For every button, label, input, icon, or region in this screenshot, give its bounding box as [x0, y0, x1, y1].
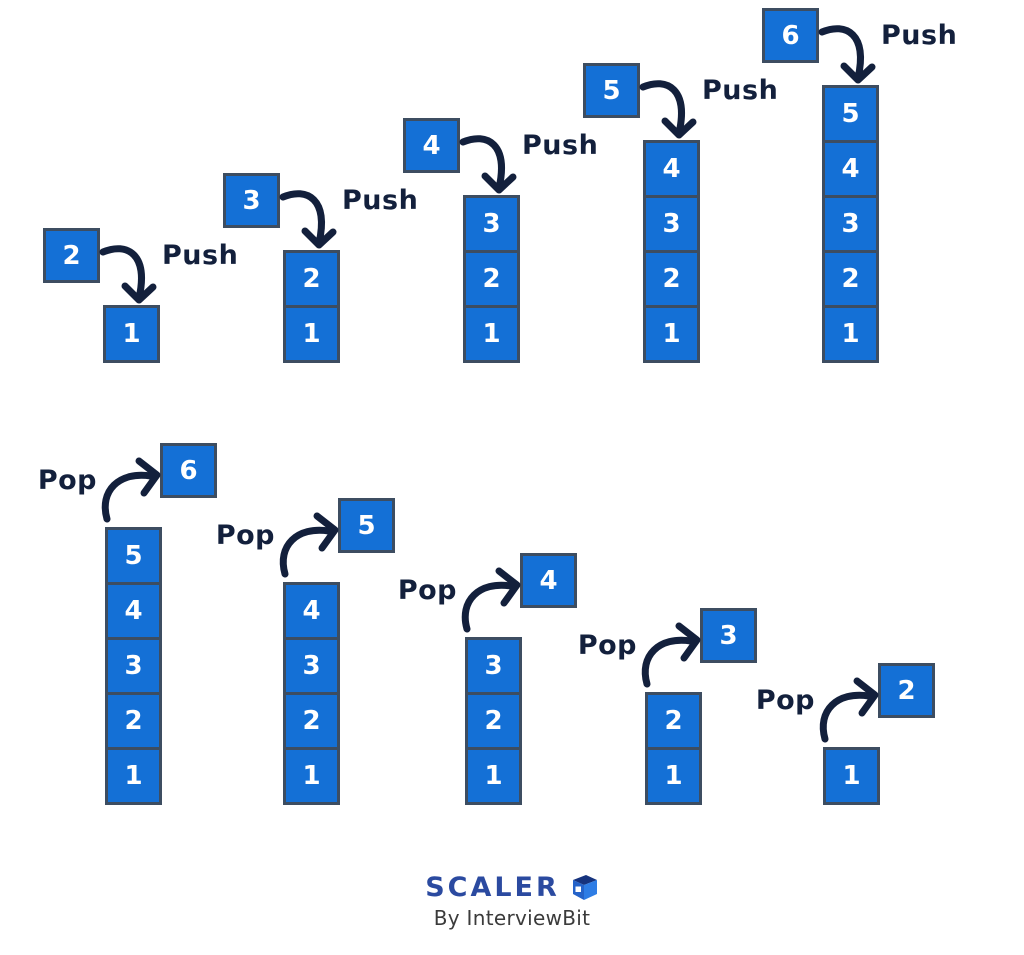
stack-cell: 2 — [643, 250, 700, 308]
popped-element-box: 5 — [338, 498, 395, 553]
popped-element-box: 4 — [520, 553, 577, 608]
pop-curved-arrow-icon — [641, 622, 701, 688]
popped-element-box: 6 — [160, 443, 217, 498]
stack-cell: 4 — [643, 140, 700, 198]
stack-cell: 3 — [463, 195, 520, 253]
stack-cell: 4 — [283, 582, 340, 640]
stack-cell: 1 — [823, 747, 880, 805]
pop-curved-arrow-icon — [101, 457, 161, 523]
stack-cell: 4 — [105, 582, 162, 640]
pushed-element-box: 2 — [43, 228, 100, 283]
scaler-cube-icon — [572, 874, 597, 900]
pushed-element-box: 6 — [762, 8, 819, 63]
push-curved-arrow-icon — [459, 135, 517, 194]
stack-cell: 3 — [822, 195, 879, 253]
stack-cell: 2 — [463, 250, 520, 308]
stack-cell: 2 — [822, 250, 879, 308]
stack-cell: 3 — [465, 637, 522, 695]
pop-curved-arrow-icon — [819, 677, 879, 743]
stack-cell: 2 — [283, 250, 340, 308]
stack-cell: 1 — [465, 747, 522, 805]
push-label: Push — [522, 130, 599, 161]
stack-cell: 2 — [283, 692, 340, 750]
brand-footer: SCALER By InterviewBit — [0, 872, 1024, 930]
push-label: Push — [342, 185, 419, 216]
stack-cell: 4 — [822, 140, 879, 198]
stack-cell: 5 — [105, 527, 162, 585]
pop-curved-arrow-icon — [461, 567, 521, 633]
stack-cell: 1 — [822, 305, 879, 363]
stack-cell: 1 — [283, 305, 340, 363]
pop-curved-arrow-icon — [279, 512, 339, 578]
pop-label: Pop — [215, 520, 275, 551]
pop-label: Pop — [755, 685, 815, 716]
pop-label: Pop — [397, 575, 457, 606]
stack-cell: 2 — [105, 692, 162, 750]
pushed-element-box: 3 — [223, 173, 280, 228]
push-curved-arrow-icon — [818, 25, 876, 84]
stack-cell: 5 — [822, 85, 879, 143]
push-curved-arrow-icon — [639, 80, 697, 139]
stack-cell: 3 — [283, 637, 340, 695]
popped-element-box: 2 — [878, 663, 935, 718]
push-label: Push — [162, 240, 239, 271]
stack-cell: 1 — [645, 747, 702, 805]
stack-cell: 2 — [465, 692, 522, 750]
stack-cell: 3 — [105, 637, 162, 695]
pop-stack: 1 — [823, 747, 880, 805]
brand-tagline: By InterviewBit — [433, 906, 591, 930]
push-label: Push — [702, 75, 779, 106]
stack-cell: 1 — [643, 305, 700, 363]
push-curved-arrow-icon — [279, 190, 337, 249]
popped-element-box: 3 — [700, 608, 757, 663]
stack-cell: 1 — [103, 305, 160, 363]
stack-cell: 3 — [643, 195, 700, 253]
stack-cell: 1 — [283, 747, 340, 805]
pushed-element-box: 4 — [403, 118, 460, 173]
brand-name: SCALER — [425, 872, 560, 903]
push-stack: 1 — [103, 305, 160, 363]
push-curved-arrow-icon — [99, 245, 157, 304]
pushed-element-box: 5 — [583, 63, 640, 118]
pop-label: Pop — [577, 630, 637, 661]
stack-cell: 1 — [105, 747, 162, 805]
pop-label: Pop — [37, 465, 97, 496]
stack-cell: 2 — [645, 692, 702, 750]
push-label: Push — [881, 20, 958, 51]
stack-cell: 1 — [463, 305, 520, 363]
brand-line: SCALER — [0, 872, 1024, 903]
